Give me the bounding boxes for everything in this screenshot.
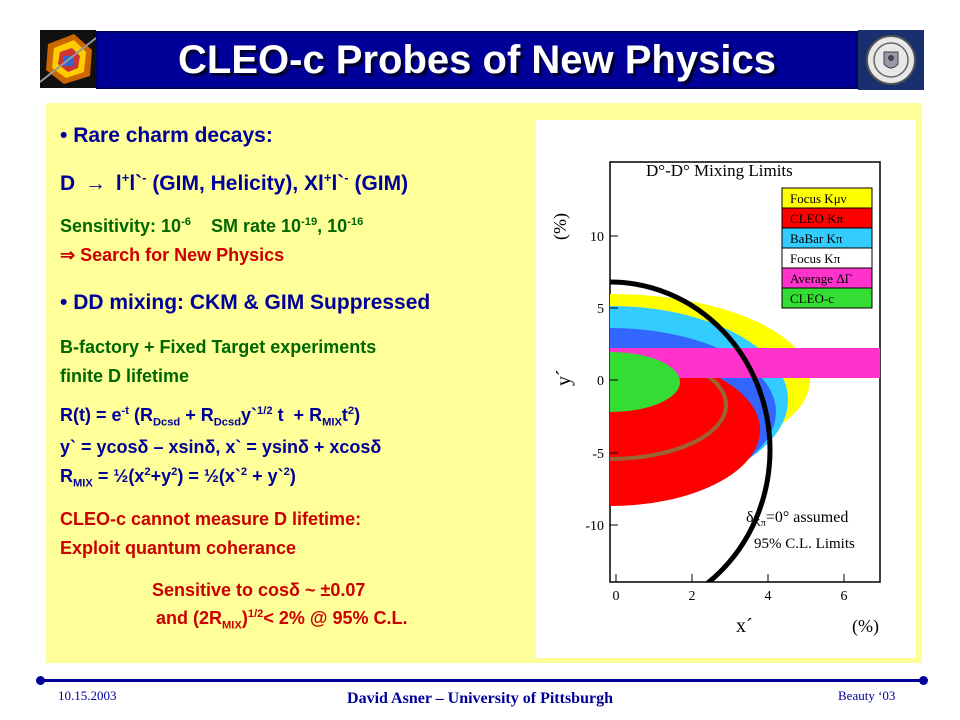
bfactory-line: B-factory + Fixed Target experiments (60, 337, 377, 357)
quantum-coherence-line: Exploit quantum coherance (60, 538, 297, 558)
rare-charm-heading: Rare charm decays: (73, 124, 273, 147)
rmix-limit-line: and (2RMIX)1/2< 2% @ 95% C.L. (156, 608, 408, 632)
footer-rule (36, 676, 928, 685)
plot-note-delta: δKπ=0° assumed (746, 509, 848, 529)
x-axis-unit: (%) (852, 616, 879, 637)
finite-lifetime-line: finite D lifetime (60, 366, 190, 386)
xtick-6: 6 (841, 589, 848, 604)
ytick-0: 0 (597, 374, 604, 389)
plot-legend: Focus Kμν CLEO Kπ BaBar Kπ Focus Kπ Aver… (781, 187, 873, 309)
ytick-m10: -10 (585, 519, 604, 534)
legend-average-dg: Average ΔΓ (790, 271, 853, 286)
xtick-0: 0 (613, 589, 620, 604)
university-seal-logo (858, 30, 924, 90)
bullet-rare-charm: • Rare charm decays: (60, 124, 273, 148)
rmix-formula: RMIX = ½(x2+y2) = ½(x`2 + y`2) (60, 466, 296, 490)
slide-title: CLEO-c Probes of New Physics (178, 38, 776, 82)
bullet-marker: • (60, 291, 68, 314)
cleo-detector-logo (40, 30, 96, 88)
footer-author: David Asner – University of Pittsburgh (347, 690, 613, 707)
plot-title: D°-D° Mixing Limits (646, 161, 793, 180)
y-axis-label: y´ (553, 369, 575, 386)
y-axis-unit: (%) (550, 213, 571, 240)
legend-focus-kpi: Focus Kπ (790, 251, 841, 266)
region-cleo-c (610, 352, 680, 412)
region-95cl-boundary (610, 279, 773, 582)
mixing-limits-plot: D°-D° Mixing Limits Focus Kμν CLEO Kπ Ba… (536, 120, 916, 658)
dd-mixing-heading: DD mixing: CKM & GIM Suppressed (73, 291, 431, 314)
plot-note-cl: 95% C.L. Limits (754, 536, 855, 552)
footer-date: 10.15.2003 (58, 688, 117, 703)
title-bar: CLEO-c Probes of New Physics (96, 31, 858, 89)
legend-cleo-c: CLEO-c (790, 291, 834, 306)
ytick-m5: -5 (592, 447, 604, 462)
bullet-marker: • (60, 124, 68, 147)
legend-cleo-kpi: CLEO Kπ (790, 211, 844, 226)
x-axis-label: x´ (736, 615, 753, 637)
region-brown-contour (610, 349, 728, 461)
bullet-dd-mixing: • DD mixing: CKM & GIM Suppressed (60, 291, 430, 315)
legend-babar-kpi: BaBar Kπ (790, 231, 843, 246)
xtick-4: 4 (765, 589, 772, 604)
search-new-physics: ⇒ Search for New Physics (60, 245, 285, 265)
legend-focus-kmunu: Focus Kμν (790, 191, 847, 206)
yprime-formula: y` = ycosδ – xsinδ, x` = ysinδ + xcosδ (60, 437, 382, 457)
ytick-10: 10 (590, 230, 604, 245)
rt-formula: R(t) = e-t (RDcsd + RDcsdy`1/2 t + RMIXt… (60, 405, 361, 429)
sensitive-cos-line: Sensitive to cosδ ~ ±0.07 (152, 580, 366, 600)
rare-decay-formula: D → l+l`- (GIM, Helicity), Xl+l`- (GIM) (60, 170, 409, 195)
ytick-5: 5 (597, 302, 604, 317)
xtick-2: 2 (689, 589, 696, 604)
sensitivity-line: Sensitivity: 10-6 SM rate 10-19, 10-16 (60, 216, 364, 236)
cleo-cannot-line: CLEO-c cannot measure D lifetime: (60, 509, 362, 529)
footer-conference: Beauty ‘03 (838, 688, 896, 703)
